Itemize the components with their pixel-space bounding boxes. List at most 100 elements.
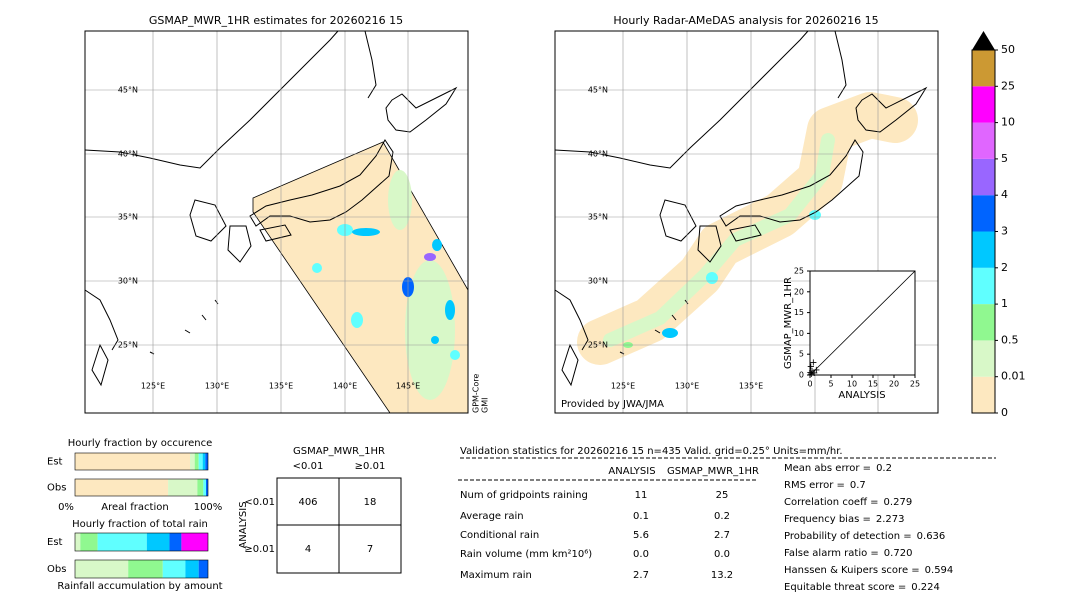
fraction-segment — [128, 560, 163, 578]
map-frame — [554, 30, 939, 414]
y-axis-label: GSMAP_MWR_1HR — [783, 277, 794, 369]
score: Frequency bias = 2.273 — [784, 514, 905, 525]
bar-frame — [74, 478, 209, 497]
fraction-segment — [75, 453, 191, 470]
lon-label: 145°E — [396, 382, 420, 391]
fraction-segment — [75, 560, 129, 578]
axis-label: Areal fraction — [101, 502, 168, 513]
colorbar-segment — [972, 340, 995, 377]
rain-areas — [312, 170, 460, 400]
y-tick-label: 20 — [794, 287, 804, 296]
lat-label: 45°N — [118, 86, 138, 95]
y-tick-label: 15 — [794, 308, 804, 317]
point: + — [812, 365, 820, 376]
cell: 25 — [716, 490, 729, 501]
x-tick-label: 5 — [828, 380, 833, 389]
row-label: Obs — [47, 483, 66, 494]
row-label: Est — [47, 457, 63, 468]
bar-frame — [74, 452, 209, 471]
row-label: Obs — [47, 564, 66, 575]
colorbar-segment — [972, 158, 995, 196]
sensor-label: GPM-Core — [472, 374, 481, 413]
colorbar-label: 1 — [1001, 297, 1008, 310]
diagonal — [809, 270, 916, 376]
panel-footer: Rainfall accumulation by amount — [57, 581, 222, 592]
cell: 0.0 — [714, 549, 730, 560]
score-label: Probability of detection = — [784, 531, 912, 542]
colorbar-segment — [972, 122, 995, 159]
score: Hanssen & Kuipers score = 0.594 — [784, 565, 953, 576]
cell: 7 — [367, 544, 373, 555]
colorbar-label: 4 — [1001, 188, 1008, 201]
x-axis-label: ANALYSIS — [838, 390, 885, 401]
score-value: 0.7 — [850, 480, 866, 491]
point: + — [807, 369, 815, 380]
lon-label: 130°E — [675, 382, 699, 391]
axis-label: 100% — [194, 502, 223, 513]
cell: 2.7 — [714, 530, 730, 541]
fraction-segment — [162, 560, 186, 578]
point: + — [809, 358, 817, 369]
fraction-segment — [194, 453, 199, 470]
map-title: GSMAP_MWR_1HR estimates for 20260216 15 — [149, 14, 403, 27]
fraction-segment — [181, 533, 208, 551]
score-label: Correlation coeff = — [784, 497, 879, 508]
lon-label: 130°E — [205, 382, 229, 391]
fraction-segment — [203, 479, 207, 496]
contingency-grid — [276, 477, 402, 574]
fraction-segment — [75, 533, 81, 551]
colorbar-segment — [972, 376, 995, 413]
fraction-segment — [80, 533, 98, 551]
row-label: Rain volume (mm km²10⁶) — [460, 549, 592, 560]
lat-label: 35°N — [588, 213, 608, 222]
cell: 2.7 — [633, 570, 649, 581]
fraction-segment — [190, 453, 195, 470]
lat-label: 40°N — [118, 150, 138, 159]
score-label: RMS error = — [784, 480, 845, 491]
x-tick-label: 15 — [868, 380, 878, 389]
score-label: Equitable threat score = — [784, 582, 906, 593]
map-panel: 45°N 40°N 35°N 30°N 25°N 125°E 130°E 135°E 140°E… — [84, 30, 469, 414]
col-label: <0.01 — [293, 461, 324, 472]
score-value: 2.273 — [876, 514, 905, 525]
score-label: Mean abs error = — [784, 463, 871, 474]
lon-label: 125°E — [141, 382, 165, 391]
sensor-label: GMI — [481, 398, 490, 413]
score-value: 0.636 — [917, 531, 946, 542]
row-label: <0.01 — [244, 497, 275, 508]
fraction-segment — [198, 453, 203, 470]
y-tick-label: 10 — [794, 329, 804, 338]
lat-label: 30°N — [118, 277, 138, 286]
point: + — [806, 368, 814, 379]
score: Equitable threat score = 0.224 — [784, 582, 940, 593]
lat-label: 40°N — [588, 150, 608, 159]
point: + — [808, 366, 816, 377]
x-tick-label: 20 — [889, 380, 899, 389]
lon-label: 135°E — [269, 382, 293, 391]
col-label: ≥0.01 — [355, 461, 386, 472]
colorbar-segment — [972, 304, 995, 341]
cell: 4 — [305, 544, 311, 555]
score: Correlation coeff = 0.279 — [784, 497, 912, 508]
lon-label: 125°E — [611, 382, 635, 391]
x-tick-label: 25 — [910, 380, 920, 389]
colorbar-label: 5 — [1001, 152, 1008, 165]
cell: 18 — [364, 497, 377, 508]
score-label: Hanssen & Kuipers score = — [784, 565, 920, 576]
score: RMS error = 0.7 — [784, 480, 866, 491]
scatter-inset — [809, 270, 916, 376]
lon-label: 140°E — [333, 382, 357, 391]
map-title: Hourly Radar-AMeDAS analysis for 2026021… — [613, 14, 878, 27]
cell: 13.2 — [711, 570, 733, 581]
cell: 406 — [298, 497, 317, 508]
score: Probability of detection = 0.636 — [784, 531, 945, 542]
fraction-segment — [168, 479, 198, 496]
score-value: 0.2 — [876, 463, 892, 474]
row-label: Average rain — [460, 511, 524, 522]
row-label: Conditional rain — [460, 530, 539, 541]
cell: 0.1 — [633, 511, 649, 522]
score-label: False alarm ratio = — [784, 548, 879, 559]
cell: 5.6 — [633, 530, 649, 541]
bar-frame — [74, 559, 209, 579]
table-title: GSMAP_MWR_1HR — [293, 446, 385, 457]
